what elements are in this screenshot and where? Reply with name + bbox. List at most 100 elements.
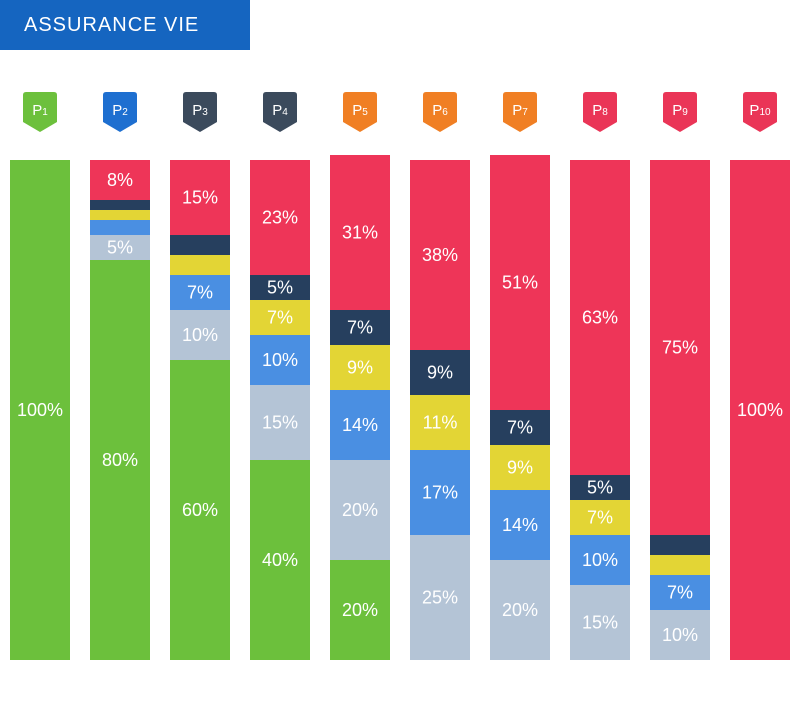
bar-p6-s2 <box>410 535 470 660</box>
data-label-p1-s1: 100% <box>17 400 63 420</box>
data-label-p3-s3: 7% <box>187 283 213 303</box>
bar-p2-s2 <box>90 235 150 260</box>
data-label-p2-s2: 5% <box>107 238 133 258</box>
badge-p8 <box>583 92 617 132</box>
data-label-p7-s6: 51% <box>502 273 538 293</box>
badge-label-p1: P1 <box>32 102 48 119</box>
bar-p8-s2 <box>570 585 630 660</box>
badge-p10 <box>743 92 777 132</box>
data-label-p4-s2: 15% <box>262 413 298 433</box>
data-label-p6-s5: 9% <box>427 363 453 383</box>
bar-p4-s4 <box>250 300 310 335</box>
badge-label-p7: P7 <box>512 102 528 119</box>
data-label-p8-s6: 63% <box>582 308 618 328</box>
bar-p3-s2 <box>170 310 230 360</box>
data-label-p8-s3: 10% <box>582 550 618 570</box>
bar-p9-s5 <box>650 535 710 555</box>
bar-p8-s5 <box>570 475 630 500</box>
bar-p2-s1 <box>90 260 150 660</box>
data-label-p2-s1: 80% <box>102 450 138 470</box>
bar-p8-s4 <box>570 500 630 535</box>
bar-p3-s6 <box>170 160 230 235</box>
bar-p4-s1 <box>250 460 310 660</box>
data-label-p3-s1: 60% <box>182 500 218 520</box>
data-label-p7-s5: 7% <box>507 418 533 438</box>
bar-p1-s1 <box>10 160 70 660</box>
bar-p5-s1 <box>330 560 390 660</box>
badge-label-p5: P5 <box>352 102 368 119</box>
data-label-p4-s1: 40% <box>262 550 298 570</box>
bar-p6-s4 <box>410 395 470 450</box>
badge-p3 <box>183 92 217 132</box>
bar-p6-s6 <box>410 160 470 350</box>
data-label-p8-s2: 15% <box>582 613 618 633</box>
badge-p4 <box>263 92 297 132</box>
data-label-p6-s6: 38% <box>422 245 458 265</box>
data-label-p7-s3: 14% <box>502 515 538 535</box>
data-label-p3-s6: 15% <box>182 188 218 208</box>
data-label-p5-s2: 20% <box>342 500 378 520</box>
data-label-p6-s3: 17% <box>422 483 458 503</box>
badge-label-p3: P3 <box>192 102 208 119</box>
bar-p6-s3 <box>410 450 470 535</box>
bar-p7-s2 <box>490 560 550 660</box>
bar-p3-s1 <box>170 360 230 660</box>
data-label-p8-s4: 7% <box>587 508 613 528</box>
chart-title: ASSURANCE VIE <box>0 0 250 50</box>
bar-p2-s3 <box>90 220 150 235</box>
data-label-p5-s5: 7% <box>347 318 373 338</box>
badge-p2 <box>103 92 137 132</box>
bar-p3-s3 <box>170 275 230 310</box>
bar-p7-s3 <box>490 490 550 560</box>
data-label-p4-s6: 23% <box>262 208 298 228</box>
data-label-p5-s6: 31% <box>342 223 378 243</box>
data-label-p4-s5: 5% <box>267 278 293 298</box>
data-label-p9-s2: 10% <box>662 625 698 645</box>
bar-p9-s4 <box>650 555 710 575</box>
bar-p4-s2 <box>250 385 310 460</box>
bar-p3-s4 <box>170 255 230 275</box>
data-label-p7-s4: 9% <box>507 458 533 478</box>
data-label-p3-s2: 10% <box>182 325 218 345</box>
bar-p4-s5 <box>250 275 310 300</box>
bar-p9-s3 <box>650 575 710 610</box>
bar-p4-s3 <box>250 335 310 385</box>
bar-p7-s4 <box>490 445 550 490</box>
bar-p9-s2 <box>650 610 710 660</box>
bar-p3-s5 <box>170 235 230 255</box>
badge-p5 <box>343 92 377 132</box>
data-label-p9-s3: 7% <box>667 583 693 603</box>
bar-p5-s3 <box>330 390 390 460</box>
badge-p9 <box>663 92 697 132</box>
data-label-p5-s3: 14% <box>342 415 378 435</box>
data-label-p5-s4: 9% <box>347 358 373 378</box>
data-label-p6-s2: 25% <box>422 588 458 608</box>
badge-p7 <box>503 92 537 132</box>
data-label-p8-s5: 5% <box>587 478 613 498</box>
data-label-p2-s6: 8% <box>107 170 133 190</box>
bar-p8-s3 <box>570 535 630 585</box>
badge-p6 <box>423 92 457 132</box>
data-label-p4-s4: 7% <box>267 308 293 328</box>
badge-label-p4: P4 <box>272 102 288 119</box>
bar-p4-s6 <box>250 160 310 275</box>
bar-p2-s6 <box>90 160 150 200</box>
badge-label-p6: P6 <box>432 102 448 119</box>
bar-p5-s6 <box>330 155 390 310</box>
bar-p5-s5 <box>330 310 390 345</box>
bar-p7-s6 <box>490 155 550 410</box>
bar-p5-s4 <box>330 345 390 390</box>
badge-label-p8: P8 <box>592 102 608 119</box>
bar-p10-s6 <box>730 160 790 660</box>
bar-p5-s2 <box>330 460 390 560</box>
badge-label-p10: P10 <box>749 102 771 119</box>
bar-p2-s4 <box>90 210 150 220</box>
bar-p6-s5 <box>410 350 470 395</box>
data-label-p4-s3: 10% <box>262 350 298 370</box>
bar-p7-s5 <box>490 410 550 445</box>
data-label-p10-s6: 100% <box>737 400 783 420</box>
data-label-p5-s1: 20% <box>342 600 378 620</box>
bar-p2-s5 <box>90 200 150 210</box>
data-label-p7-s2: 20% <box>502 600 538 620</box>
